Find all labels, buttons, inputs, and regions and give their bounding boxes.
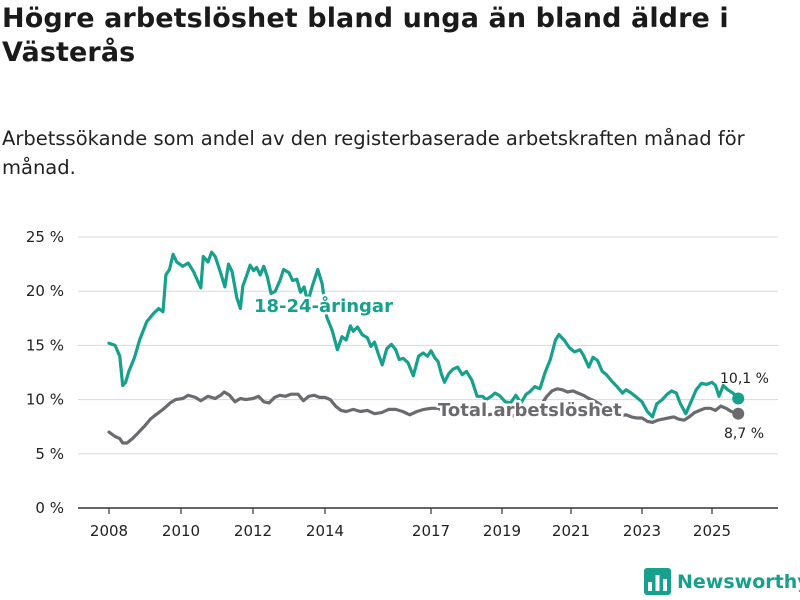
y-tick-label: 20 % [26, 282, 64, 300]
x-tick-label: 2012 [234, 522, 272, 540]
series-label-total: Total arbetslöshet [438, 400, 622, 421]
y-tick-label: 10 % [26, 391, 64, 409]
x-tick-label: 2019 [483, 522, 521, 540]
end-point-18-24 [732, 392, 745, 405]
x-tick-label: 2014 [306, 522, 344, 540]
newsworthy-logo[interactable]: Newsworthy [644, 568, 800, 595]
bar-chart-icon [644, 568, 671, 595]
chart-subtitle: Arbetssökande som andel av den registerb… [2, 127, 745, 179]
x-tick-label: 2008 [90, 522, 128, 540]
series-lines [107, 250, 745, 445]
y-tick-label: 5 % [35, 445, 64, 463]
x-tick-label: 2017 [412, 522, 450, 540]
x-tick-label: 2021 [552, 522, 590, 540]
x-tick-label: 2010 [162, 522, 200, 540]
gridlines [78, 236, 778, 509]
end-label-total: 8,7 % [724, 426, 764, 442]
series-labels: 18-24-åringar Total arbetslöshet 10,1 % … [252, 293, 769, 443]
y-tick-label: 25 % [26, 228, 64, 246]
page-title: Högre arbetslöshet bland unga än bland ä… [2, 3, 729, 68]
series-line-18-24 [107, 250, 740, 419]
y-axis: 0 % 5 % 10 % 15 % 20 % 25 % [26, 228, 64, 517]
x-axis: 2008 2010 2012 2014 2017 2019 2021 2023 2025 [90, 508, 731, 540]
brand-name: Newsworthy [677, 570, 800, 593]
y-tick-label: 15 % [26, 336, 64, 354]
x-tick-label: 2023 [623, 522, 661, 540]
series-label-18-24: 18-24-åringar [254, 295, 393, 317]
end-label-18-24: 10,1 % [720, 371, 769, 387]
x-tick-label: 2025 [693, 522, 731, 540]
end-point-total [732, 407, 745, 420]
y-tick-label: 0 % [35, 499, 64, 517]
series-line-total [107, 387, 740, 445]
